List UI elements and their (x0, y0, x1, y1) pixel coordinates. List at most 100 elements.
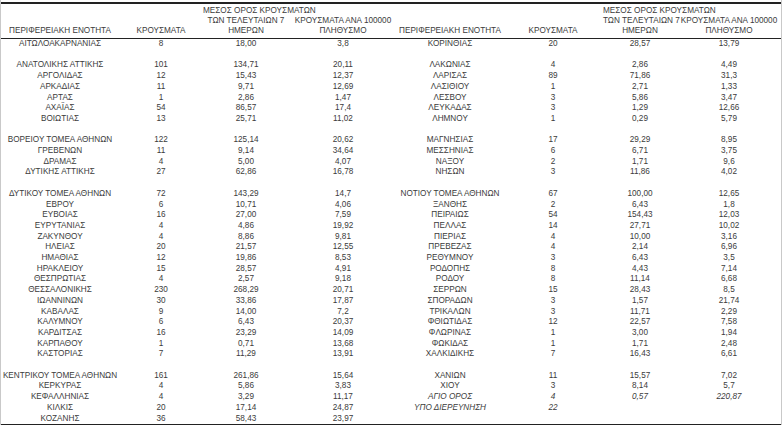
right-region-cell: ΚΟΡΙΝΘΙΑΣ (397, 39, 503, 50)
right-cases-cell: 6 (503, 146, 603, 157)
left-avg7-cell: 23,29 (203, 328, 289, 339)
right-region-cell: ΦΛΩΡΙΝΑΣ (397, 328, 503, 339)
left-per100k-cell: 11,02 (289, 114, 397, 125)
left-per100k-cell: 4,06 (289, 200, 397, 211)
left-region-cell: ΔΥΤΙΚΗΣ ΑΤΤΙΚΗΣ (1, 167, 119, 178)
right-cases-cell: 3 (503, 307, 603, 318)
right-region-cell: ΛΗΜΝΟΥ (397, 114, 503, 125)
left-per100k-cell: 3,8 (289, 39, 397, 50)
right-cases-cell: 3 (503, 103, 603, 114)
table-row: ΚΑΣΤΟΡΙΑΣ711,2913,91ΧΑΛΚΙΔΙΚΗΣ716,436,61 (1, 349, 781, 360)
table-row: ΚΙΛΚΙΣ2017,1424,87ΥΠΟ ΔΙΕΡΕΥΝΗΣΗ22 (1, 403, 781, 414)
left-cases-cell: 122 (119, 135, 203, 146)
left-avg7-cell: 261,86 (203, 371, 289, 382)
right-region-cell: ΧΑΝΙΩΝ (397, 371, 503, 382)
left-region-cell: ΔΡΑΜΑΣ (1, 157, 119, 168)
left-region-cell: ΑΧΑΪΑΣ (1, 103, 119, 114)
left-avg7-cell: 19,86 (203, 253, 289, 264)
right-region-cell (397, 50, 503, 61)
right-per100k-cell: 1,8 (677, 200, 781, 211)
right-avg7-cell: 1,29 (603, 103, 677, 114)
right-cases-cell: 3 (503, 93, 603, 104)
left-region-cell: ΑΡΚΑΔΙΑΣ (1, 82, 119, 93)
right-region-cell: ΜΕΣΣΗΝΙΑΣ (397, 146, 503, 157)
right-avg7-cell: 6,71 (603, 146, 677, 157)
right-per100k-cell: 6,61 (677, 349, 781, 360)
left-avg7-cell: 17,14 (203, 403, 289, 414)
left-avg7-cell: 62,86 (203, 167, 289, 178)
left-cases-cell: 1 (119, 93, 203, 104)
right-per100k-cell: 13,79 (677, 39, 781, 50)
right-region-cell: ΣΕΡΡΩΝ (397, 285, 503, 296)
right-avg7-cell: 8,14 (603, 381, 677, 392)
right-cases-cell: 1 (503, 328, 603, 339)
table-row: ΑΧΑΪΑΣ5486,5717,4ΛΕΥΚΑΔΑΣ31,2912,66 (1, 103, 781, 114)
right-avg7-cell: 28,57 (603, 39, 677, 50)
left-cases-cell: 27 (119, 167, 203, 178)
right-cases-cell: 4 (503, 392, 603, 403)
right-per100k-cell: 7,14 (677, 264, 781, 275)
right-per100k-cell: 2,48 (677, 339, 781, 350)
left-per100k-cell (289, 360, 397, 371)
right-per100k-cell: 3,47 (677, 93, 781, 104)
left-cases-cell: 4 (119, 157, 203, 168)
right-avg7-cell: 5,86 (603, 93, 677, 104)
left-avg7-cell: 3,29 (203, 392, 289, 403)
left-avg7-cell: 86,57 (203, 103, 289, 114)
right-avg7-cell: 2,14 (603, 242, 677, 253)
table-row: ΚΑΛΥΜΝΟΥ66,4320,37ΦΘΙΩΤΙΔΑΣ1222,577,58 (1, 317, 781, 328)
left-cases-cell: 13 (119, 114, 203, 125)
left-avg7-cell: 15,43 (203, 71, 289, 82)
left-per100k-cell: 20,71 (289, 285, 397, 296)
left-cases-cell: 4 (119, 232, 203, 243)
right-cases-cell: 3 (503, 381, 603, 392)
left-region-cell (1, 50, 119, 61)
left-cases-cell: 230 (119, 285, 203, 296)
left-cases-cell: 20 (119, 242, 203, 253)
left-per100k-cell: 9,81 (289, 232, 397, 243)
right-cases-cell (503, 414, 603, 425)
left-cases-cell: 101 (119, 60, 203, 71)
table-body: ΑΙΤΩΛΟΑΚΑΡΝΑΝΙΑΣ818,003,8ΚΟΡΙΝΘΙΑΣ2028,5… (1, 39, 781, 425)
right-cases-cell: 17 (503, 135, 603, 146)
left-avg7-cell (203, 178, 289, 189)
left-avg7-cell: 25,71 (203, 114, 289, 125)
right-avg7-cell (603, 403, 677, 414)
right-cases-cell: 3 (503, 296, 603, 307)
left-per100k-cell (289, 178, 397, 189)
header-label: ΠΛΗΘΥΣΜΟ (289, 26, 397, 36)
left-per100k-cell: 20,62 (289, 135, 397, 146)
table-row: ΗΛΕΙΑΣ2021,5712,55ΠΡΕΒΕΖΑΣ42,146,96 (1, 242, 781, 253)
left-cases-cell: 161 (119, 371, 203, 382)
right-region-cell: ΦΩΚΙΔΑΣ (397, 339, 503, 350)
left-region-cell: ΑΡΓΟΛΙΔΑΣ (1, 71, 119, 82)
left-cases-cell: 72 (119, 189, 203, 200)
right-per100k-cell: 12,65 (677, 189, 781, 200)
right-cases-cell: 1 (503, 114, 603, 125)
right-per100k-cell (677, 50, 781, 61)
right-cases-cell (503, 125, 603, 136)
header-label: ΚΡΟΥΣΜΑΤΑ (119, 26, 203, 36)
right-cases-cell (503, 50, 603, 61)
right-avg7-cell: 100,00 (603, 189, 677, 200)
left-per100k-cell: 14,09 (289, 328, 397, 339)
left-region-cell: ΘΕΣΣΑΛΟΝΙΚΗΣ (1, 285, 119, 296)
right-per100k-cell: 1,94 (677, 328, 781, 339)
right-per100k-cell: 5,7 (677, 381, 781, 392)
table-row (1, 178, 781, 189)
right-region-cell: ΠΡΕΒΕΖΑΣ (397, 242, 503, 253)
left-avg7-cell: 33,86 (203, 296, 289, 307)
left-region-cell: ΚΕΡΚΥΡΑΣ (1, 381, 119, 392)
table-row: ΗΜΑΘΙΑΣ1219,868,53ΡΕΘΥΜΝΟΥ36,433,5 (1, 253, 781, 264)
left-avg7-cell: 143,29 (203, 189, 289, 200)
left-region-cell: ΓΡΕΒΕΝΩΝ (1, 146, 119, 157)
left-avg7-cell: 21,57 (203, 242, 289, 253)
left-avg7-cell: 18,00 (203, 39, 289, 50)
right-cases-cell: 11 (503, 371, 603, 382)
left-region-cell: ΑΙΤΩΛΟΑΚΑΡΝΑΝΙΑΣ (1, 39, 119, 50)
left-per100k-cell: 19,92 (289, 221, 397, 232)
right-avg7-cell: 6,43 (603, 253, 677, 264)
left-region-cell (1, 125, 119, 136)
table-row: ΙΩΑΝΝΙΝΩΝ3033,8617,87ΣΠΟΡΑΔΩΝ31,5721,74 (1, 296, 781, 307)
right-avg7-cell: 71,86 (603, 71, 677, 82)
